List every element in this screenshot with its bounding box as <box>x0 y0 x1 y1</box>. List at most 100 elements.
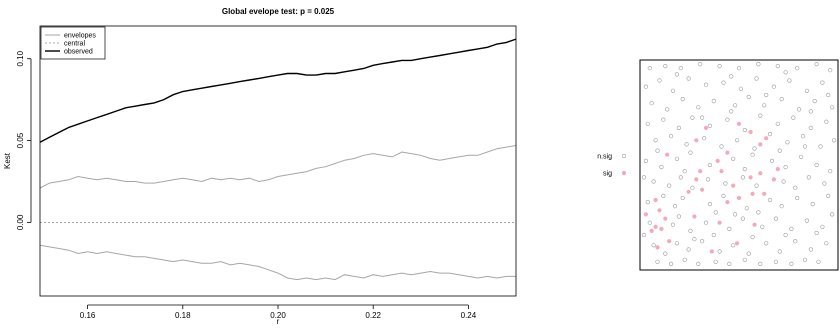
point-nsig <box>736 66 742 71</box>
point-sig <box>717 220 722 225</box>
point-nsig <box>762 103 767 108</box>
x-tick-label: 0.16 <box>80 311 96 320</box>
legend-central-label: central <box>64 41 85 48</box>
point-nsig <box>808 247 813 252</box>
point-nsig <box>808 125 813 130</box>
x-axis-label: r <box>277 317 280 326</box>
point-nsig <box>655 148 660 153</box>
point-nsig <box>820 224 825 229</box>
point-nsig <box>668 261 674 267</box>
point-nsig <box>674 241 680 246</box>
point-nsig <box>661 117 666 122</box>
plot-frame <box>39 25 517 297</box>
point-nsig <box>779 204 784 209</box>
point-nsig <box>651 179 656 184</box>
point-nsig <box>775 63 780 69</box>
point-sig <box>775 167 780 172</box>
point-sig <box>694 138 699 143</box>
point-nsig <box>796 107 802 112</box>
point-nsig <box>791 115 796 120</box>
point-nsig <box>756 210 761 215</box>
point-nsig <box>746 94 751 100</box>
point-sig <box>771 177 777 182</box>
y-tick-label: 0.05 <box>16 132 25 148</box>
point-nsig <box>643 158 649 163</box>
point-nsig <box>789 226 794 231</box>
point-nsig <box>831 138 837 143</box>
x-tick-label: 0.24 <box>461 311 477 320</box>
point-sig <box>748 129 753 135</box>
y-axis: 0.00 0.05 0.10 <box>16 50 32 230</box>
point-nsig <box>727 261 732 267</box>
point-nsig <box>674 156 680 161</box>
series-line-envelope-lower <box>39 244 516 281</box>
point-nsig <box>678 175 683 180</box>
point-nsig <box>674 72 680 77</box>
point-sig <box>764 136 769 141</box>
point-nsig <box>686 247 691 252</box>
point-nsig <box>703 82 709 87</box>
point-sig <box>734 241 740 246</box>
point-nsig <box>822 181 827 186</box>
point-nsig <box>680 195 685 201</box>
point-sig <box>736 195 742 201</box>
point-sig <box>686 189 691 194</box>
point-nsig <box>676 214 682 219</box>
point-nsig <box>653 138 658 143</box>
point-sig <box>750 191 755 196</box>
legend-envelopes-label: envelopes <box>64 33 96 40</box>
point-nsig <box>814 162 819 168</box>
point-nsig <box>699 239 705 244</box>
point-nsig <box>717 249 722 254</box>
point-nsig <box>829 212 835 217</box>
point-nsig <box>767 132 773 137</box>
point-nsig <box>643 84 649 89</box>
point-nsig <box>783 165 788 170</box>
point-nsig <box>647 66 652 71</box>
point-nsig <box>806 175 811 180</box>
point-nsig <box>645 121 650 126</box>
point-nsig <box>711 98 716 104</box>
point-nsig <box>812 98 817 104</box>
point-nsig <box>742 127 747 133</box>
point-nsig <box>795 195 800 201</box>
point-nsig <box>672 204 678 209</box>
point-sig <box>665 152 670 157</box>
point-nsig <box>781 179 786 184</box>
point-nsig <box>663 251 668 256</box>
point-nsig <box>703 220 709 225</box>
point-nsig <box>828 169 833 174</box>
point-nsig <box>717 63 722 69</box>
point-nsig <box>665 107 670 112</box>
point-nsig <box>734 138 740 143</box>
point-sig <box>667 239 672 244</box>
point-nsig <box>810 202 815 207</box>
point-nsig <box>705 177 711 182</box>
legend: envelopes central observed <box>40 26 106 60</box>
legend-nsig-label: n.sig <box>597 154 612 161</box>
point-sig <box>663 216 668 221</box>
point-nsig <box>814 230 819 236</box>
legend-box <box>40 26 106 60</box>
point-nsig <box>793 239 798 244</box>
point-sig <box>758 171 763 176</box>
point-sig <box>748 175 753 180</box>
point-nsig <box>723 181 728 186</box>
series-line-envelope-upper <box>39 145 517 189</box>
point-nsig <box>696 261 701 267</box>
point-nsig <box>829 105 835 110</box>
point-sig <box>725 200 730 205</box>
point-nsig <box>667 183 672 188</box>
point-nsig <box>795 66 800 71</box>
point-nsig <box>800 134 806 139</box>
point-nsig <box>783 70 788 75</box>
point-nsig <box>732 212 738 217</box>
point-nsig <box>802 257 808 262</box>
point-nsig <box>688 150 693 155</box>
point-nsig <box>661 193 666 198</box>
point-nsig <box>764 241 769 246</box>
point-nsig <box>754 76 759 81</box>
x-tick-label: 0.18 <box>175 311 191 320</box>
point-nsig <box>756 61 761 67</box>
